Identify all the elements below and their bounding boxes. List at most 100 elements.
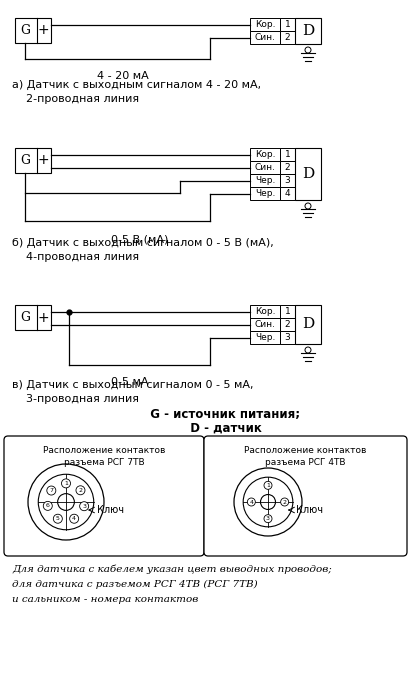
Text: 5: 5 [56,516,60,521]
Bar [249,161,279,174]
Text: 1: 1 [284,20,290,29]
Text: разъема РСГ 4ТВ: разъема РСГ 4ТВ [265,458,345,467]
Bar [294,18,320,44]
Text: +: + [38,153,49,168]
Circle shape [304,347,310,353]
Bar [279,31,294,44]
Text: 4 - 20 мА: 4 - 20 мА [97,71,148,81]
Text: Расположение контактов: Расположение контактов [244,446,366,455]
Text: 2: 2 [78,488,82,493]
Text: Син.: Син. [254,163,275,172]
Circle shape [79,501,88,511]
Bar [279,148,294,161]
Bar [249,148,279,161]
Circle shape [53,514,62,523]
Circle shape [243,477,292,527]
Text: D: D [301,24,313,38]
Circle shape [304,203,310,209]
Bar [15,148,51,173]
Text: для датчика с разъемом РСГ 4ТВ (РСГ 7ТВ): для датчика с разъемом РСГ 4ТВ (РСГ 7ТВ) [12,580,257,589]
Text: Ключ: Ключ [295,505,322,515]
Text: 2: 2 [284,163,290,172]
Text: 4-проводная линия: 4-проводная линия [12,252,139,262]
Text: Син.: Син. [254,33,275,42]
Circle shape [234,468,301,536]
Circle shape [61,479,70,488]
Text: G: G [20,154,30,167]
Text: 4: 4 [284,189,290,198]
Bar [249,187,279,200]
Text: 2-проводная линия: 2-проводная линия [12,94,139,104]
Circle shape [43,501,52,510]
Bar [249,18,279,31]
Text: 3: 3 [284,333,290,342]
Text: 6: 6 [46,503,49,508]
Text: 3: 3 [284,176,290,185]
Bar [249,305,279,318]
Text: 4: 4 [72,516,76,521]
Text: Расположение контактов: Расположение контактов [43,446,165,455]
Bar [279,318,294,331]
Text: в) Датчик с выходным сигналом 0 - 5 мА,: в) Датчик с выходным сигналом 0 - 5 мА, [12,380,253,390]
Text: Чер.: Чер. [254,189,274,198]
Text: и сальником - номера контактов: и сальником - номера контактов [12,595,198,604]
Text: Для датчика с кабелем указан цвет выводных проводов;: Для датчика с кабелем указан цвет выводн… [12,565,331,575]
Text: 4: 4 [249,499,253,505]
Bar [279,187,294,200]
Bar [249,174,279,187]
Circle shape [38,474,94,530]
Circle shape [247,498,255,506]
Circle shape [70,514,79,523]
Text: 1: 1 [284,307,290,316]
Bar [249,31,279,44]
Circle shape [263,481,271,489]
Text: +: + [38,310,49,324]
Circle shape [304,47,310,53]
Text: G: G [20,311,30,324]
Bar [15,18,51,43]
Text: 2: 2 [284,320,290,329]
Text: Син.: Син. [254,320,275,329]
Text: 7: 7 [49,488,53,493]
Text: G: G [20,24,30,37]
Text: 1: 1 [284,150,290,159]
Text: D: D [301,318,313,332]
Text: +: + [38,24,49,38]
Text: а) Датчик с выходным сигналом 4 - 20 мА,: а) Датчик с выходным сигналом 4 - 20 мА, [12,80,261,90]
Bar [279,305,294,318]
Text: Кор.: Кор. [254,20,274,29]
Circle shape [280,498,288,506]
Text: Кор.: Кор. [254,307,274,316]
Bar [294,305,320,344]
Text: 1: 1 [265,483,269,488]
Circle shape [47,486,56,495]
Bar [279,161,294,174]
Bar [279,18,294,31]
Circle shape [76,486,85,495]
Text: Чер.: Чер. [254,176,274,185]
Circle shape [263,515,271,523]
Text: Кор.: Кор. [254,150,274,159]
Text: Чер.: Чер. [254,333,274,342]
FancyBboxPatch shape [4,436,204,556]
Text: разъема РСГ 7ТВ: разъема РСГ 7ТВ [63,458,144,467]
Circle shape [28,464,104,540]
Text: 3: 3 [82,503,86,509]
Bar [249,331,279,344]
Text: 1: 1 [64,481,68,486]
Bar [15,305,51,330]
Bar [294,148,320,200]
Text: 0-5 В (мА): 0-5 В (мА) [111,235,168,245]
Bar [279,331,294,344]
Text: 3: 3 [265,516,270,521]
Text: б) Датчик с выходным сигналом 0 - 5 В (мА),: б) Датчик с выходным сигналом 0 - 5 В (м… [12,238,273,248]
Text: D: D [301,167,313,181]
Text: Ключ: Ключ [97,505,124,515]
Circle shape [260,495,275,509]
Bar [279,174,294,187]
Bar [249,318,279,331]
Text: 3-проводная линия: 3-проводная линия [12,394,139,404]
Text: 2: 2 [284,33,290,42]
Text: 0-5 мА: 0-5 мА [111,377,148,387]
Text: D - датчик: D - датчик [148,422,261,435]
